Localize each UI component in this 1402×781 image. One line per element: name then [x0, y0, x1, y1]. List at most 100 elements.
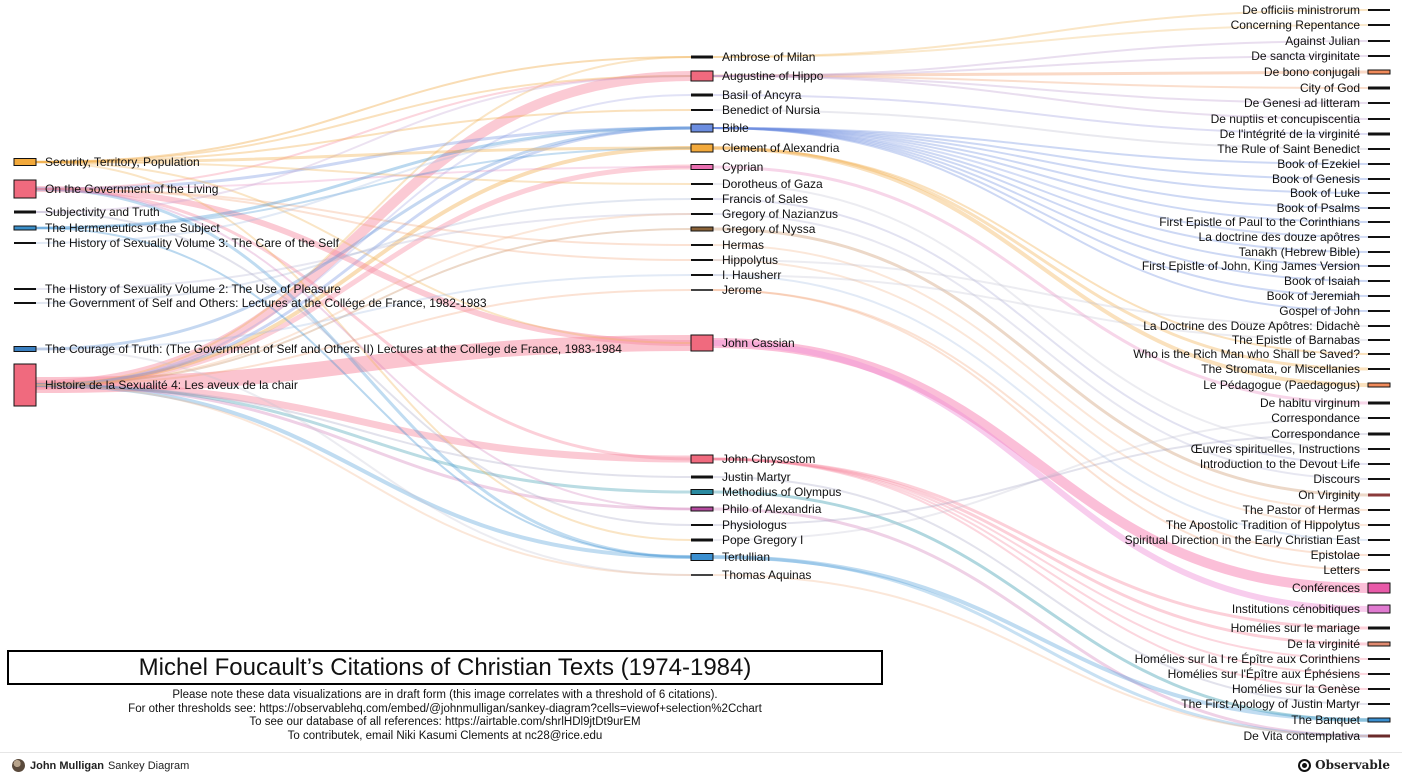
work-node[interactable]: De nuptiis et concupiscentia — [1211, 112, 1390, 126]
source-node[interactable]: Subjectivity and Truth — [14, 205, 160, 219]
author-node[interactable]: Gregory of Nyssa — [690, 222, 816, 236]
author-node[interactable]: Pope Gregory I — [691, 533, 803, 547]
work-node[interactable]: Book of Jeremiah — [1267, 289, 1390, 303]
author-node[interactable]: Thomas Aquinas — [691, 568, 811, 582]
source-node[interactable]: Histoire de la Sexualité 4: Les aveux de… — [13, 363, 298, 407]
work-node[interactable]: Book of Genesis — [1272, 172, 1390, 186]
work-node[interactable]: Gospel of John — [1279, 304, 1390, 318]
work-node[interactable]: The Rule of Saint Benedict — [1217, 142, 1390, 156]
work-node[interactable]: Le Pédagogue (Paedagogus) — [1203, 378, 1391, 392]
author-node[interactable]: John Cassian — [690, 334, 795, 352]
sankey-svg: Security, Territory, Population On the Go… — [13, 3, 1391, 743]
author-work-link — [712, 274, 1369, 341]
author-node-bar — [691, 289, 713, 291]
work-node[interactable]: On Virginity — [1298, 488, 1390, 502]
note-thresholds-link[interactable]: For other thresholds see: https://observ… — [128, 702, 762, 715]
author-node[interactable]: Benedict of Nursia — [691, 103, 820, 117]
source-node[interactable]: The History of Sexuality Volume 2: The U… — [14, 282, 341, 296]
author-node[interactable]: Philo of Alexandria — [690, 502, 822, 516]
work-node[interactable]: Letters — [1323, 563, 1390, 577]
work-node[interactable]: De la virginité — [1287, 637, 1391, 651]
work-node[interactable]: Concerning Repentance — [1231, 18, 1390, 32]
work-node[interactable]: Discours — [1313, 472, 1390, 486]
author-work-link — [712, 213, 1369, 480]
work-node[interactable]: Book of Ezekiel — [1277, 157, 1390, 171]
author-node[interactable]: Augustine of Hippo — [690, 69, 824, 83]
author-link[interactable]: John Mulligan Sankey Diagram — [12, 759, 189, 772]
author-node[interactable]: Hermas — [691, 238, 764, 252]
work-node-label: Book of Genesis — [1272, 172, 1360, 186]
author-node[interactable]: Justin Martyr — [691, 470, 791, 484]
work-node[interactable]: Institutions cénobitiques — [1232, 602, 1391, 616]
note-draft: Please note these data visualizations ar… — [172, 689, 718, 701]
work-node[interactable]: De l'intégrité de la virginité — [1220, 127, 1390, 141]
source-node[interactable]: The Courage of Truth: (The Government of… — [13, 342, 622, 356]
author-node[interactable]: Tertullian — [690, 550, 770, 564]
author-node[interactable]: Hippolytus — [691, 253, 778, 267]
work-node[interactable]: Correspondance — [1271, 427, 1390, 441]
work-node[interactable]: First Epistle of Paul to the Corinthians — [1159, 215, 1390, 229]
work-node[interactable]: Spiritual Direction in the Early Christi… — [1125, 533, 1390, 547]
author-node[interactable]: Basil of Ancyra — [691, 88, 802, 102]
work-node[interactable]: The Epistle of Barnabas — [1232, 333, 1390, 347]
author-node[interactable]: Cyprian — [690, 160, 763, 174]
author-node[interactable]: Jerome — [691, 283, 762, 297]
work-node[interactable]: De Vita contemplativa — [1243, 729, 1390, 743]
work-node[interactable]: Correspondance — [1271, 411, 1390, 425]
work-node[interactable]: De officiis ministrorum — [1242, 3, 1390, 17]
source-author-link — [35, 188, 692, 510]
author-node[interactable]: John Chrysostom — [690, 452, 815, 466]
author-node[interactable]: Dorotheus of Gaza — [691, 177, 823, 191]
work-node[interactable]: Conférences — [1292, 581, 1391, 595]
author-node-label: Dorotheus of Gaza — [722, 177, 823, 191]
work-node[interactable]: The Banquet — [1291, 713, 1391, 727]
observable-logo[interactable]: Observable — [1298, 758, 1390, 772]
work-node[interactable]: Book of Psalms — [1277, 201, 1390, 215]
author-node[interactable]: Gregory of Nazianzus — [691, 207, 838, 221]
work-node[interactable]: Introduction to the Devout Life — [1200, 457, 1390, 471]
author-work-link — [712, 507, 1369, 738]
source-node-label: The Courage of Truth: (The Government of… — [45, 342, 622, 356]
work-node[interactable]: De habitu virginum — [1260, 396, 1390, 410]
work-node[interactable]: Who is the Rich Man who Shall be Saved? — [1133, 347, 1390, 361]
work-node[interactable]: City of God — [1300, 81, 1390, 95]
author-node[interactable]: Francis of Sales — [691, 192, 808, 206]
source-node[interactable]: Security, Territory, Population — [13, 155, 200, 169]
work-node[interactable]: The First Apology of Justin Martyr — [1181, 697, 1390, 711]
work-node[interactable]: Homélies sur le mariage — [1231, 621, 1390, 635]
author-work-link — [712, 55, 1369, 77]
work-node[interactable]: Book of Luke — [1290, 186, 1390, 200]
work-node[interactable]: La Doctrine des Douze Apôtres: Didachè — [1143, 319, 1390, 333]
author-node[interactable]: Bible — [690, 121, 749, 135]
work-node[interactable]: La doctrine des douze apôtres — [1199, 230, 1390, 244]
source-node[interactable]: The Government of Self and Others: Lectu… — [14, 296, 487, 310]
work-node-bar — [1368, 40, 1390, 42]
work-node[interactable]: Homélies sur la Genèse — [1232, 682, 1390, 696]
source-author-link — [35, 164, 692, 388]
author-node[interactable]: Clement of Alexandria — [690, 141, 840, 155]
source-node[interactable]: The Hermeneutics of the Subject — [13, 221, 220, 235]
author-node-label: Basil of Ancyra — [722, 88, 802, 102]
note-database-link[interactable]: To see our database of all references: h… — [249, 716, 641, 729]
work-node[interactable]: De Genesi ad litteram — [1244, 96, 1390, 110]
author-node[interactable]: Methodius of Olympus — [690, 485, 841, 499]
work-node[interactable]: Book of Isaiah — [1284, 274, 1390, 288]
author-node-label: Pope Gregory I — [722, 533, 803, 547]
work-node[interactable]: First Epistle of John, King James Versio… — [1142, 259, 1390, 273]
work-node[interactable]: Homélies sur la I re Épître aux Corinthi… — [1135, 651, 1390, 666]
source-node[interactable]: On the Government of the Living — [13, 179, 218, 199]
work-node[interactable]: The Pastor of Hermas — [1243, 503, 1390, 517]
source-node[interactable]: The History of Sexuality Volume 3: The C… — [14, 236, 340, 250]
work-node[interactable]: Homélies sur l'Épître aux Éphésiens — [1168, 666, 1390, 681]
work-node[interactable]: Œuvres spirituelles, Instructions — [1191, 442, 1390, 456]
author-node[interactable]: I. Hausherr — [691, 268, 781, 282]
author-node[interactable]: Ambrose of Milan — [691, 50, 815, 64]
work-node[interactable]: Epistolae — [1311, 548, 1390, 562]
author-node[interactable]: Physiologus — [691, 518, 787, 532]
work-node[interactable]: The Stromata, or Miscellanies — [1201, 362, 1390, 376]
work-node[interactable]: The Apostolic Tradition of Hippolytus — [1166, 518, 1390, 532]
work-node[interactable]: Against Julian — [1285, 34, 1390, 48]
work-node[interactable]: De bono conjugali — [1264, 65, 1391, 79]
work-node[interactable]: De sancta virginitate — [1251, 49, 1390, 63]
work-node[interactable]: Tanakh (Hebrew Bible) — [1239, 245, 1390, 259]
